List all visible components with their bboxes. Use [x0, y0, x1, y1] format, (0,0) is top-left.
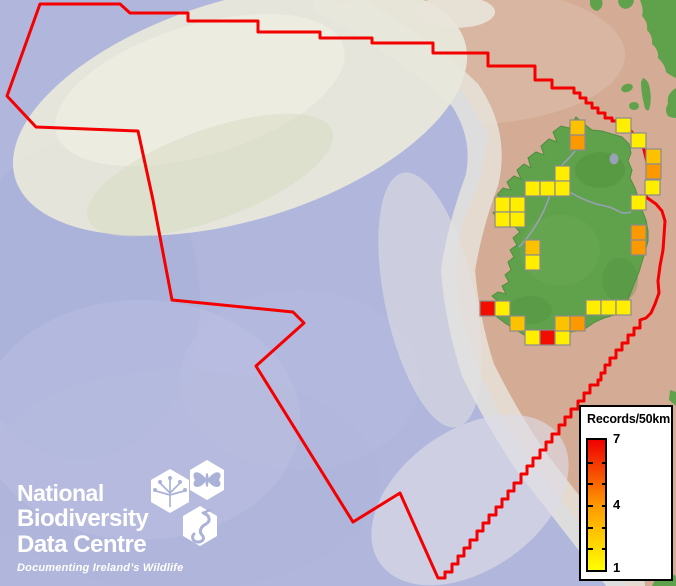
arran-island	[629, 102, 639, 110]
grid-square	[630, 132, 647, 149]
grid-square	[630, 239, 647, 256]
legend-tick	[588, 461, 593, 464]
grid-square	[585, 299, 602, 316]
upland-shading	[602, 258, 638, 302]
legend-tick	[588, 526, 593, 529]
grid-square	[569, 315, 586, 332]
legend-panel: Records/50km 7 4 1	[579, 405, 673, 581]
grid-square	[569, 119, 586, 136]
grid-square	[524, 239, 541, 256]
legend-tick	[602, 483, 607, 486]
legend-tick	[602, 461, 607, 464]
grid-square	[615, 299, 632, 316]
grid-square	[554, 180, 571, 197]
kintyre-peninsula	[641, 78, 651, 111]
logo-line-national: National	[17, 480, 104, 506]
grid-square	[630, 224, 647, 241]
legend-tick	[602, 526, 607, 529]
grid-square	[524, 180, 541, 197]
slope-pale	[378, 172, 482, 428]
logo-line-data-centre: Data Centre	[17, 531, 147, 558]
grid-square	[539, 180, 556, 197]
legend-mid-label: 4	[613, 497, 621, 512]
seahorse-icon	[183, 506, 217, 546]
lough-neagh	[609, 153, 619, 165]
wales-coast-sliver	[669, 390, 676, 406]
grid-square	[615, 117, 632, 134]
scottish-island	[589, 0, 603, 11]
grid-square	[539, 329, 556, 346]
grid-square	[524, 329, 541, 346]
nbdc-logo: National Biodiversity Data Centre Docume…	[17, 460, 224, 574]
legend-tick	[602, 548, 607, 551]
scottish-island	[618, 0, 634, 9]
bank-green-tinge	[86, 113, 334, 237]
legend-tick	[588, 505, 593, 507]
grid-square	[494, 211, 511, 228]
grid-square	[479, 300, 496, 317]
galloway-coast	[666, 88, 676, 118]
grid-square	[630, 194, 647, 211]
legend-max-label: 7	[613, 431, 621, 446]
deep-basin	[0, 300, 300, 540]
logo-tagline: Documenting Ireland’s Wildlife	[17, 562, 184, 574]
seamount	[415, 0, 495, 28]
grid-square	[600, 299, 617, 316]
scotland-lobe	[648, 8, 668, 56]
grid-squares	[479, 117, 662, 346]
legend-title: Records/50km	[587, 412, 671, 426]
logo-line-biodiversity: Biodiversity	[17, 505, 149, 532]
butterfly-icon	[190, 460, 224, 500]
grid-square	[554, 329, 571, 346]
legend-tick	[602, 505, 607, 507]
islay-island	[621, 83, 633, 93]
grid-square	[494, 196, 511, 213]
grid-square	[645, 148, 662, 165]
grid-square	[554, 315, 571, 332]
logo-hexagons	[151, 460, 224, 546]
grid-square	[554, 165, 571, 182]
grid-square	[494, 300, 511, 317]
grid-square	[644, 179, 661, 196]
grid-square	[509, 211, 526, 228]
grid-square	[509, 315, 526, 332]
grid-square	[524, 254, 541, 271]
boundary-line	[5, 2, 667, 580]
legend-tick	[588, 548, 593, 551]
legend-tick	[588, 483, 593, 486]
grid-square	[645, 163, 662, 180]
grid-square	[569, 134, 586, 151]
grid-square	[509, 196, 526, 213]
legend-min-label: 1	[613, 560, 621, 575]
uk-landmass	[589, 0, 676, 586]
tree-icon	[151, 469, 189, 513]
deep-basin	[180, 290, 420, 470]
